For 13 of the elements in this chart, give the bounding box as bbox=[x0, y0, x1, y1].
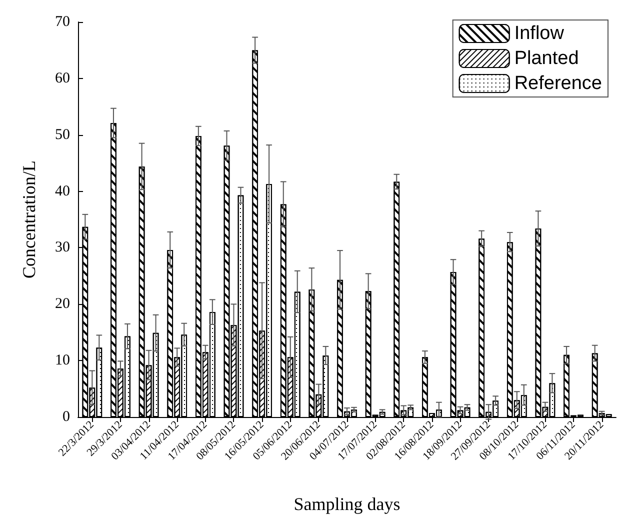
y-tick-label: 30 bbox=[55, 240, 70, 256]
y-tick-label: 60 bbox=[55, 70, 70, 86]
legend-label: Inflow bbox=[514, 23, 564, 44]
y-tick-label: 0 bbox=[62, 409, 70, 425]
x-axis-title: Sampling days bbox=[294, 494, 400, 514]
y-tick-label: 50 bbox=[55, 126, 70, 143]
legend-label: Reference bbox=[514, 73, 602, 94]
legend-label: Planted bbox=[514, 48, 579, 69]
y-axis-title: Concentration/L bbox=[19, 160, 39, 278]
y-tick-label: 20 bbox=[55, 296, 70, 312]
y-tick-label: 10 bbox=[55, 352, 70, 369]
y-tick-label: 40 bbox=[55, 183, 70, 200]
y-tick-label: 70 bbox=[55, 14, 70, 30]
